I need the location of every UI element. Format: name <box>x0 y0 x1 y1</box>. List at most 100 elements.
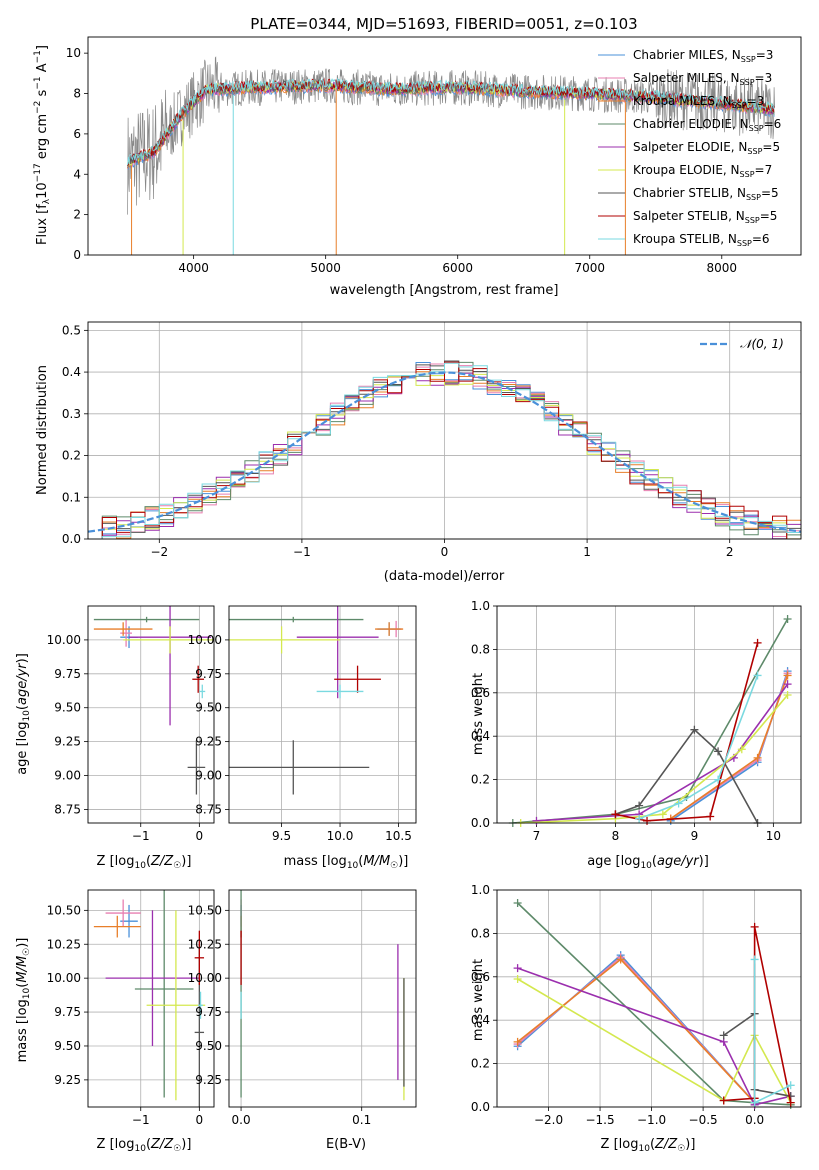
weight-age-marker-kroupa_elodie-2 <box>658 810 667 819</box>
weight-z-marker-salpeter_stelib-2 <box>750 922 759 931</box>
weight-z-line-salpeter_stelib <box>723 926 792 1103</box>
resid-frame <box>87 321 802 540</box>
weight-age-xlabel: age [log10(age/yr)] <box>587 854 709 871</box>
weight-age-marker-salpeter_stelib-1 <box>643 816 652 825</box>
age-z-xlabel: Z [log10(Z/Z☉)] <box>97 854 192 871</box>
weight-z-marker-salpeter_stelib-3 <box>786 1098 795 1107</box>
spec-ytick-label-1: 2 <box>73 208 81 222</box>
mass-ebv-frame <box>228 889 417 1108</box>
spec-frame <box>87 36 802 256</box>
age-mass-ytick-label-0: 8.75 <box>195 802 222 816</box>
weight-age-xtick-label-0: 7 <box>533 829 541 843</box>
weight-age-ytick-label-1: 0.2 <box>471 773 490 787</box>
weight-z-xlabel: Z [log10(Z/Z☉)] <box>601 1137 696 1154</box>
resid-hist-kroupa_stelib <box>88 362 801 539</box>
resid-xtick-label-1: −1 <box>293 545 311 559</box>
age-mass-xtick-label-2: 10.5 <box>385 829 412 843</box>
spec-ytick-label-5: 10 <box>66 46 81 60</box>
weight-z-ytick-label-3: 0.6 <box>471 970 490 984</box>
mass-ebv-xtick-label-0: 0.0 <box>232 1113 251 1127</box>
mass-z-ytick-label-2: 9.75 <box>54 1005 81 1019</box>
mass-ebv-xlabel: E(B-V) <box>326 1137 366 1152</box>
weight-age-marker-kroupa_miles-1 <box>753 753 762 762</box>
age-mass-ytick-label-2: 9.25 <box>195 735 222 749</box>
age-mass-xtick-label-1: 10.0 <box>327 829 354 843</box>
spec-xtick-label-3: 7000 <box>574 261 605 275</box>
weight-age-line-salpeter_stelib <box>615 642 759 822</box>
weight-z-marker-salpeter_stelib-0 <box>719 1096 728 1105</box>
age-mass-frame <box>228 605 417 824</box>
weight-age-ytick-label-3: 0.6 <box>471 686 490 700</box>
age-z-frame <box>87 605 215 824</box>
spec-legend-label-8: Kroupa STELIB, NSSP=6 <box>633 232 770 248</box>
mass-z-ytick-label-0: 9.25 <box>54 1073 81 1087</box>
weight-z-frame <box>496 889 802 1108</box>
weight-z-marker-kroupa_miles-1 <box>616 955 625 964</box>
spec-xtick-label-2: 6000 <box>442 261 473 275</box>
weight-age-marker-kroupa_stelib-0 <box>635 814 644 823</box>
spec-ytick-label-4: 8 <box>73 87 81 101</box>
spec-legend-label-5: Kroupa ELODIE, NSSP=7 <box>633 163 772 179</box>
weight-z-ylabel: mass weight <box>471 959 486 1041</box>
weight-age-marker-chabrier_stelib-3 <box>714 747 723 756</box>
weight-age-marker-kroupa_stelib-3 <box>753 671 762 680</box>
weight-age-xtick-label-2: 9 <box>691 829 699 843</box>
weight-z-xtick-label-4: 0.0 <box>745 1113 764 1127</box>
mass-ebv-ytick-label-2: 9.75 <box>195 1005 222 1019</box>
weight-age-marker-salpeter_stelib-3 <box>753 638 762 647</box>
weight-age-ytick-label-5: 1.0 <box>471 599 490 613</box>
mass-ebv-xtick-label-1: 0.1 <box>352 1113 371 1127</box>
mass-z-ylabel: mass [log10(M/M☉)] <box>15 938 32 1063</box>
spec-ytick-label-0: 0 <box>73 248 81 262</box>
age-z-xtick-label-1: 0 <box>196 829 204 843</box>
weight-z-marker-chabrier_elodie-0 <box>513 899 522 908</box>
weight-age-marker-kroupa_stelib-2 <box>714 775 723 784</box>
age-mass-xlabel: mass [log10(M/M☉)] <box>284 854 409 871</box>
weight-z-marker-kroupa_elodie-0 <box>513 974 522 983</box>
weight-z-line-kroupa_elodie <box>517 978 792 1104</box>
weight-z-ytick-label-1: 0.2 <box>471 1057 490 1071</box>
weight-age-line-kroupa_stelib <box>638 675 759 820</box>
mass-z-xtick-label-1: 0 <box>196 1113 204 1127</box>
weight-age-marker-kroupa_elodie-3 <box>737 745 746 754</box>
age-z-ytick-label-5: 10.00 <box>47 633 81 647</box>
spec-legend-label-3: Chabrier ELODIE, NSSP=6 <box>633 117 781 133</box>
weight-age-marker-salpeter_elodie-0 <box>532 816 541 825</box>
weight-age-marker-kroupa_elodie-4 <box>783 690 792 699</box>
mass-z-xtick-label-0: −1 <box>132 1113 150 1127</box>
resid-xtick-label-4: 2 <box>726 545 734 559</box>
resid-ytick-label-1: 0.1 <box>62 490 81 504</box>
age-mass-ytick-label-3: 9.50 <box>195 701 222 715</box>
resid-xlabel: (data-model)/error <box>384 569 505 584</box>
mass-ebv-ytick-label-5: 10.50 <box>188 903 222 917</box>
weight-age-marker-kroupa_miles-2 <box>783 671 792 680</box>
weight-z-xtick-label-3: −0.5 <box>689 1113 718 1127</box>
age-mass-ytick-label-1: 9.00 <box>195 769 222 783</box>
gaussian-curve <box>88 371 801 533</box>
resid-hist-kroupa_elodie <box>88 373 801 539</box>
mass-z-xlabel: Z [log10(Z/Z☉)] <box>97 1137 192 1154</box>
weight-z-line-salpeter_miles <box>517 956 756 1104</box>
mass-z-ytick-label-5: 10.50 <box>47 903 81 917</box>
spec-legend-label-0: Chabrier MILES, NSSP=3 <box>633 48 773 64</box>
weight-age-line-salpeter_elodie <box>536 683 789 822</box>
resid-ytick-label-2: 0.2 <box>62 449 81 463</box>
age-z-xtick-label-0: −1 <box>132 829 150 843</box>
age-mass-xtick-label-0: 9.5 <box>272 829 291 843</box>
weight-age-marker-kroupa_stelib-1 <box>674 799 683 808</box>
weight-z-marker-kroupa_stelib-0 <box>750 955 759 964</box>
mass-z-frame <box>87 889 215 1108</box>
resid-xtick-label-0: −2 <box>150 545 168 559</box>
weight-z-line-kroupa_stelib <box>753 959 792 1104</box>
weight-age-marker-chabrier_stelib-2 <box>690 725 699 734</box>
age-z-ytick-label-2: 9.25 <box>54 735 81 749</box>
age-mass-ytick-label-5: 10.00 <box>188 633 222 647</box>
resid-ytick-label-3: 0.3 <box>62 407 81 421</box>
mass-z-ytick-label-1: 9.50 <box>54 1039 81 1053</box>
spec-legend-label-6: Chabrier STELIB, NSSP=5 <box>633 186 779 202</box>
age-z-ytick-label-1: 9.00 <box>54 769 81 783</box>
resid-ylabel: Normed distribution <box>35 365 50 495</box>
resid-xtick-label-3: 1 <box>583 545 591 559</box>
weight-age-marker-salpeter_stelib-0 <box>611 810 620 819</box>
